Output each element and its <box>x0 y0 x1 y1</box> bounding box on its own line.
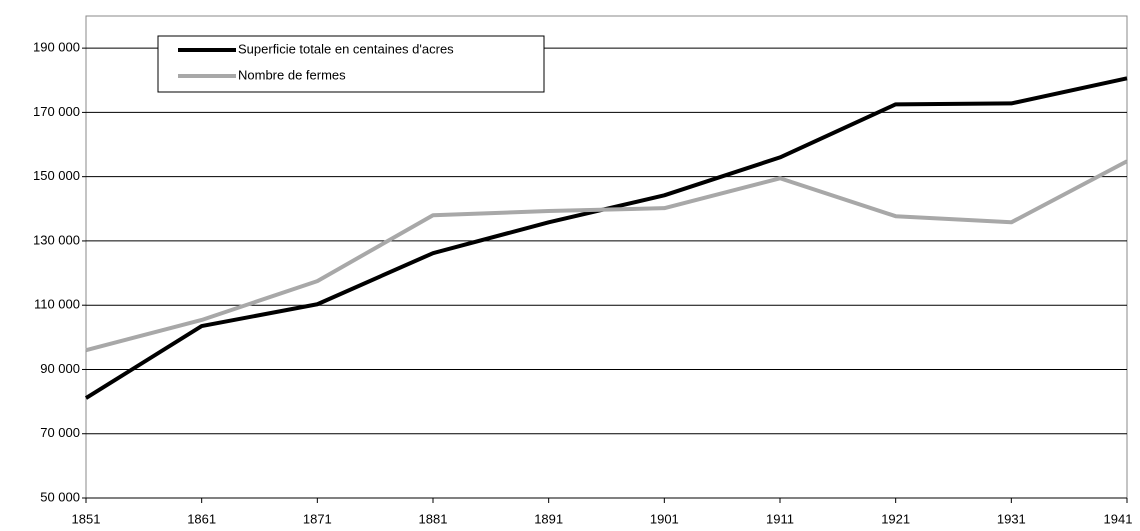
x-tick-label: 1931 <box>997 511 1026 526</box>
y-tick-label: 70 000 <box>40 425 80 440</box>
x-tick-label: 1901 <box>650 511 679 526</box>
y-tick-label: 130 000 <box>33 232 80 247</box>
x-tick-label: 1861 <box>187 511 216 526</box>
x-tick-label: 1871 <box>303 511 332 526</box>
x-tick-label: 1911 <box>766 511 794 526</box>
x-tick-label: 1851 <box>72 511 101 526</box>
line-series <box>84 76 1128 400</box>
x-tick-label: 1881 <box>419 511 448 526</box>
y-tick-label: 50 000 <box>40 489 80 504</box>
y-tick-label: 110 000 <box>34 297 80 312</box>
x-tick-label: 1891 <box>534 511 563 526</box>
y-tick-label: 170 000 <box>33 104 80 119</box>
y-tick-label: 150 000 <box>33 168 80 183</box>
legend-label: Superficie totale en centaines d'acres <box>238 41 454 56</box>
legend-box <box>157 35 545 93</box>
line-series <box>85 159 1128 353</box>
legend-label: Nombre de fermes <box>238 67 346 82</box>
x-tick-label: 1941 <box>1104 511 1133 526</box>
y-tick-label: 90 000 <box>40 361 80 376</box>
y-tick-label: 190 000 <box>33 40 80 55</box>
x-tick-label: 1921 <box>881 511 910 526</box>
